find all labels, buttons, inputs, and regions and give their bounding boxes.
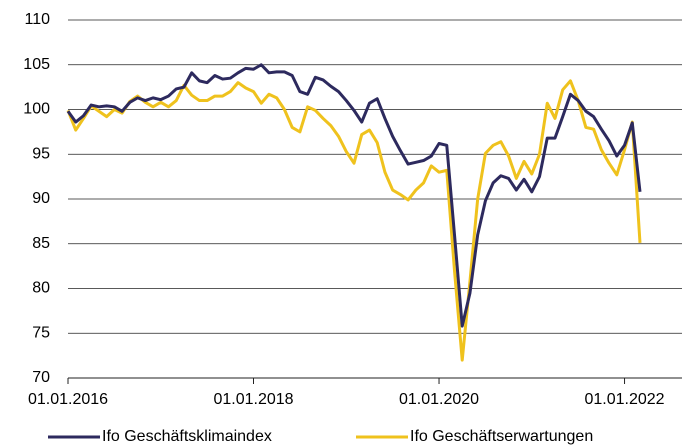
x-tick-label: 01.01.2022 xyxy=(585,391,665,408)
y-tick-label: 95 xyxy=(32,145,50,162)
x-tick-label: 01.01.2020 xyxy=(399,391,479,408)
y-tick-label: 80 xyxy=(32,280,50,297)
y-tick-label: 70 xyxy=(32,369,50,386)
series-line xyxy=(66,79,642,362)
y-tick-label: 105 xyxy=(23,56,50,73)
x-tick-label: 01.01.2016 xyxy=(28,391,108,408)
y-tick-label: 100 xyxy=(23,101,50,118)
y-tick-label: 75 xyxy=(32,324,50,341)
y-tick-label: 110 xyxy=(24,11,50,28)
x-tick-label: 01.01.2018 xyxy=(213,391,293,408)
y-tick-label: 85 xyxy=(32,235,50,252)
series-line xyxy=(66,63,642,328)
legend-label: Ifo Geschäftserwartungen xyxy=(410,428,593,445)
y-tick-label: 90 xyxy=(32,190,50,207)
legend-label: Ifo Geschäftsklimaindex xyxy=(102,428,272,445)
